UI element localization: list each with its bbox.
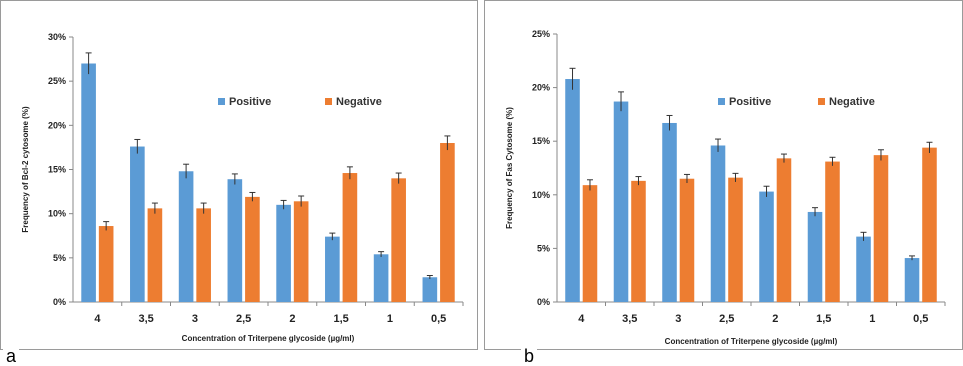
chart-a-y-tick-label: 15% [48,165,66,175]
chart-a-bar-positive-0 [81,63,96,302]
chart-a-bar-negative-1 [147,208,163,302]
chart-b-bar-negative-4 [776,158,792,302]
chart-b-x-tick-label: 2,5 [719,313,734,325]
chart-a-legend-label-negative: Negative [336,96,382,108]
chart-a-bar-negative-6 [391,178,406,302]
chart-a-y-tick-label: 0% [53,297,66,307]
chart-a-bar-positive-3 [227,179,243,302]
chart-b-y-tick-label: 20% [532,83,550,93]
chart-b-legend-label-negative: Negative [829,96,875,108]
chart-b-bar-negative-6 [873,155,889,302]
chart-b-bar-negative-2 [679,178,695,302]
chart-b-x-tick-label: 1,5 [816,313,831,325]
chart-b-bar-positive-2 [662,122,677,302]
chart-a-bar-positive-5 [325,236,340,302]
chart-a-x-tick-label: 1,5 [333,313,348,325]
chart-a-bar-negative-7 [440,143,455,302]
chart-b-legend-label-positive: Positive [729,96,771,108]
chart-b-y-tick-label: 25% [532,29,550,39]
chart-b-bar-negative-7 [922,147,937,302]
chart-b-bar-positive-0 [565,79,580,302]
chart-b-x-tick-label: 3 [675,313,681,325]
chart-a-x-tick-label: 0,5 [431,313,446,325]
chart-a-y-axis-label: Frequency of Bcl-2 cytosome (%) [21,106,30,233]
chart-a-bar-positive-6 [373,254,389,302]
chart-a-x-tick-label: 3 [192,313,198,325]
chart-a-legend-label-positive: Positive [229,96,271,108]
chart-a-bar-negative-4 [293,201,309,302]
chart-b-x-axis-label: Concentration of Triterpene glycoside (µ… [665,337,838,346]
chart-a-y-tick-label: 25% [48,76,66,86]
chart-b-y-tick-label: 5% [537,243,550,253]
bar-chart-a: Frequency of Bcl-2 cytosome (%) 0% 5% 10% 15… [21,32,464,343]
bar-chart-b: Frequency of Fas Cytosome (%) 0% 5% 10% 15% 2… [505,29,946,346]
chart-b-x-tick-label: 1 [869,313,875,325]
chart-a-x-tick-label: 2,5 [236,313,251,325]
chart-b-x-tick-label: 3,5 [622,313,637,325]
chart-b-y-tick-label: 15% [532,136,550,146]
chart-b-bar-negative-3 [728,177,743,302]
chart-b-bar-positive-6 [856,236,871,302]
chart-b-bar-negative-0 [582,185,598,302]
chart-a-legend-swatch-positive [218,98,225,105]
chart-a-y-tick-label: 10% [48,209,66,219]
chart-b-bar-positive-4 [759,191,774,302]
chart-a-bar-positive-4 [276,204,291,302]
chart-a-bar-positive-1 [130,146,145,302]
chart-a-bar-negative-3 [245,196,260,302]
chart-b-legend-swatch-positive [718,98,725,105]
chart-a-x-tick-label: 1 [387,313,393,325]
chart-a-bar-negative-5 [342,173,358,302]
chart-a-x-tick-label: 2 [289,313,295,325]
chart-b-bar-positive-7 [904,258,920,302]
chart-b-bar-negative-5 [825,161,840,302]
chart-panel-a: Frequency of Bcl-2 cytosome (%) 0% 5% 10% 15… [0,0,478,365]
chart-b-bar-positive-3 [710,145,726,302]
chart-b-bar-positive-5 [807,211,823,302]
chart-a-bar-negative-2 [196,208,211,302]
chart-b-x-tick-label: 0,5 [913,313,928,325]
chart-a-x-tick-label: 4 [94,313,101,325]
chart-a-y-tick-label: 5% [53,253,66,263]
chart-b-x-tick-label: 4 [578,313,585,325]
chart-a-bar-positive-2 [178,171,194,302]
chart-a-y-tick-label: 30% [48,32,66,42]
chart-b-bar-negative-1 [631,180,646,302]
chart-b-legend-swatch-negative [818,98,825,105]
chart-b-bar-positive-1 [613,101,629,302]
chart-a-legend-swatch-negative [325,98,332,105]
chart-a-y-tick-label: 20% [48,120,66,130]
chart-b-y-axis-label: Frequency of Fas Cytosome (%) [505,107,514,229]
panel-label-a: a [3,347,20,365]
chart-a-bar-positive-7 [422,277,438,302]
chart-b-x-tick-label: 2 [772,313,778,325]
chart-b-y-tick-label: 0% [537,297,550,307]
chart-a-bar-negative-0 [98,226,114,302]
chart-a-x-tick-label: 3,5 [138,313,153,325]
chart-b-y-tick-label: 10% [532,190,550,200]
chart-panel-b: Frequency of Fas Cytosome (%) 0% 5% 10% 15% 2… [484,0,963,365]
chart-a-x-axis-label: Concentration of Triterpene glycoside (µ… [182,334,355,343]
panel-label-b: b [521,347,538,365]
